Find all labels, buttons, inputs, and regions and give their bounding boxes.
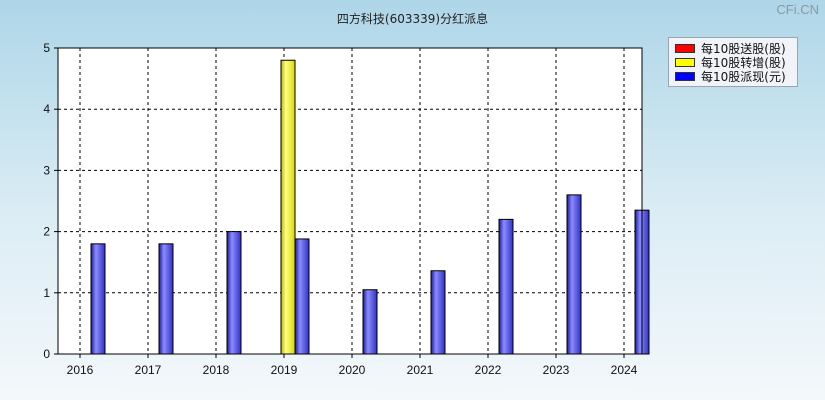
x-tick-label: 2022	[475, 363, 502, 377]
y-tick-label: 5	[43, 41, 50, 55]
legend-item-paixian: 每10股派现(元)	[675, 69, 791, 84]
x-tick-label: 2016	[67, 363, 94, 377]
x-tick-label: 2024	[611, 363, 638, 377]
legend-label: 每10股送股(股)	[701, 41, 786, 56]
plot-frame	[57, 47, 643, 355]
legend-swatch-blue	[675, 71, 695, 81]
legend-item-zhuanzeng: 每10股转增(股)	[675, 55, 791, 70]
x-tick-label: 2021	[407, 363, 434, 377]
x-tick-label: 2020	[339, 363, 366, 377]
plot-area	[57, 47, 643, 355]
y-tick-label: 1	[43, 286, 50, 300]
y-tick-label: 3	[43, 163, 50, 177]
legend-swatch-yellow	[675, 57, 695, 67]
bar-0000ff-2019	[294, 238, 310, 355]
y-tick-label: 2	[43, 225, 50, 239]
bar-0000ff-2016	[90, 243, 106, 355]
chart-title: 四方科技(603339)分红派息	[336, 12, 489, 26]
x-tick-label: 2019	[271, 363, 298, 377]
bar-0000ff-2022	[498, 218, 514, 355]
legend-swatch-red	[675, 43, 695, 53]
legend: 每10股送股(股) 每10股转增(股) 每10股派现(元)	[668, 37, 798, 87]
bar-ffff00-2019	[280, 59, 296, 355]
bar-0000ff-2021	[430, 270, 446, 355]
bar-0000ff-2023	[566, 194, 582, 355]
x-tick-label: 2023	[543, 363, 570, 377]
y-tick-label: 0	[43, 347, 50, 361]
x-tick-label: 2018	[203, 363, 230, 377]
y-tick-label: 4	[43, 102, 50, 116]
legend-item-songgu: 每10股送股(股)	[675, 41, 791, 56]
bar-0000ff-2018	[226, 231, 242, 355]
bar-0000ff-2020	[362, 289, 378, 355]
bar-0000ff-2017	[158, 243, 174, 355]
watermark: CFi.CN	[776, 2, 819, 17]
legend-label: 每10股派现(元)	[701, 69, 786, 84]
legend-label: 每10股转增(股)	[701, 55, 786, 70]
x-tick-label: 2017	[135, 363, 162, 377]
